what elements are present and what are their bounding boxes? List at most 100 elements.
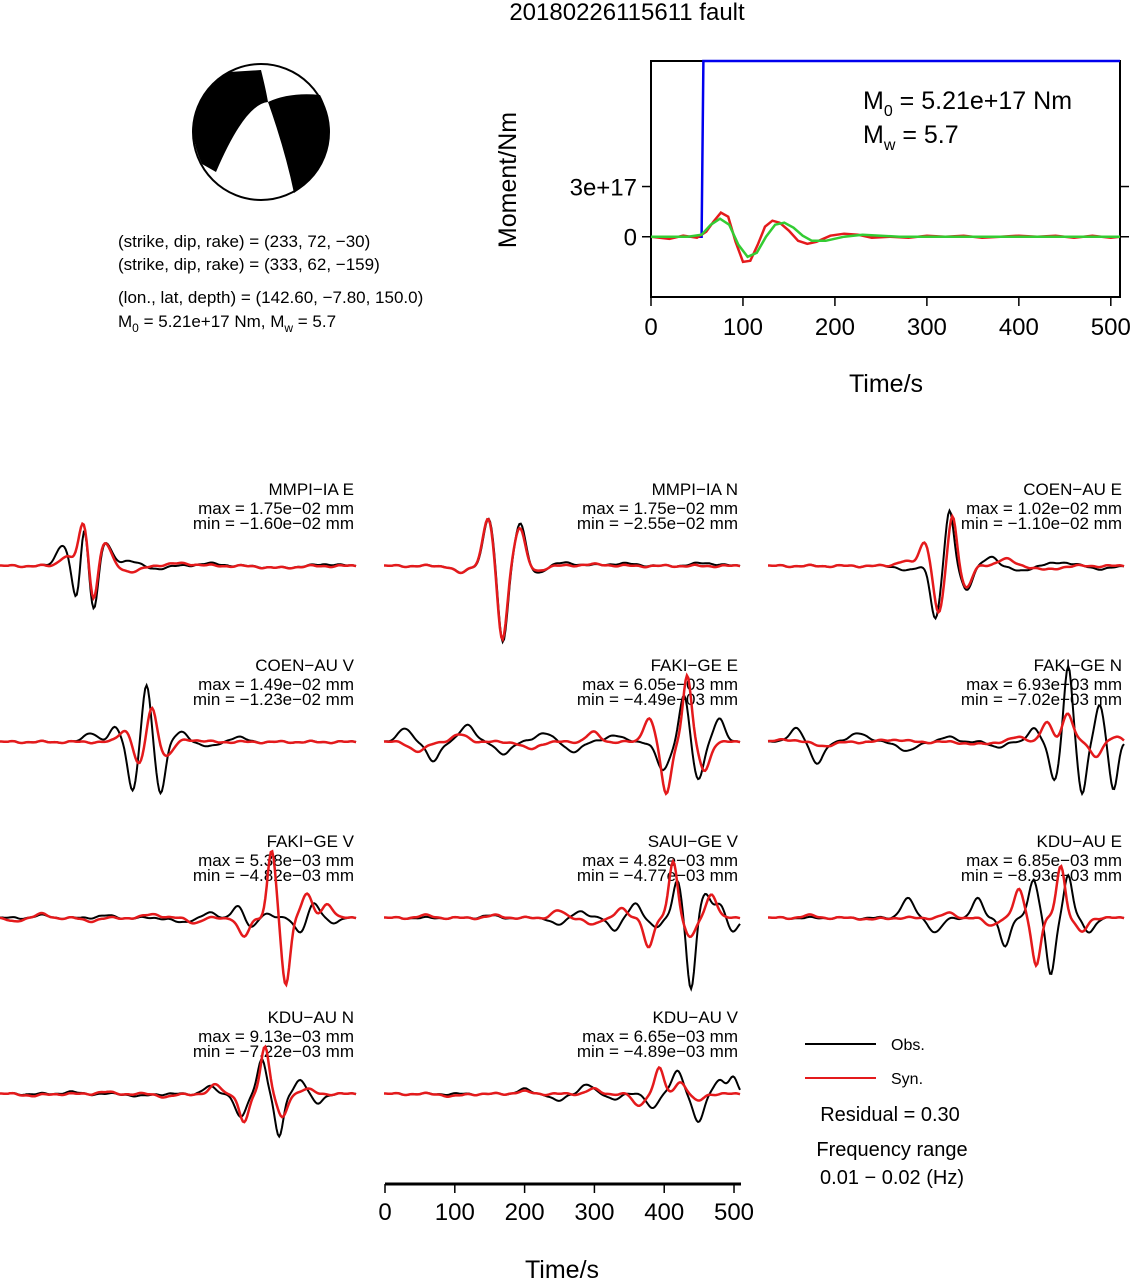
- waveform-x-label: Time/s: [525, 1256, 599, 1281]
- residual-label: Residual = 0.30: [820, 1104, 960, 1126]
- moment-annotation-m0: M0 = 5.21e+17 Nm: [863, 87, 1072, 120]
- station-label: MMPI−IA N: [652, 480, 738, 499]
- min-amplitude: min = −1.60e−02 mm: [193, 514, 354, 533]
- station-label: KDU−AU E: [1037, 832, 1123, 851]
- observed-trace: [384, 517, 741, 645]
- min-amplitude: min = −4.49e−03 mm: [577, 690, 738, 709]
- mechanism-info: (strike, dip, rake) = (233, 72, −30) (st…: [118, 232, 423, 335]
- moment-series: [650, 59, 1121, 264]
- moment-x-tick-label: 100: [723, 314, 763, 341]
- moment-x-label: Time/s: [849, 370, 923, 398]
- beach-ball-icon: [192, 63, 330, 201]
- min-amplitude: min = −2.55e−02 mm: [577, 514, 738, 533]
- min-amplitude: min = −8.93e−03 mm: [961, 866, 1122, 885]
- strike-dip-rake-2: (strike, dip, rake) = (333, 62, −159): [118, 255, 380, 274]
- max-amplitude: max = 1.75e−02 mm: [198, 499, 354, 518]
- strike-dip-rake-1: (strike, dip, rake) = (233, 72, −30): [118, 232, 370, 251]
- station-label: COEN−AU V: [255, 656, 354, 675]
- min-amplitude: min = −4.89e−03 mm: [577, 1042, 738, 1061]
- moment-y-tick-label: 0: [624, 225, 637, 252]
- min-amplitude: min = −1.10e−02 mm: [961, 514, 1122, 533]
- min-amplitude: min = −4.82e−03 mm: [193, 866, 354, 885]
- moment-x-tick-label: 200: [815, 314, 855, 341]
- observed-trace: [384, 1069, 741, 1124]
- max-amplitude: max = 6.85e−03 mm: [966, 851, 1122, 870]
- max-amplitude: max = 1.49e−02 mm: [198, 675, 354, 694]
- legend: Obs. Syn. Residual = 0.30 Frequency rang…: [805, 1037, 968, 1189]
- station-label: FAKI−GE N: [1034, 656, 1122, 675]
- max-amplitude: max = 6.05e−03 mm: [582, 675, 738, 694]
- frequency-title: Frequency range: [816, 1139, 967, 1161]
- synthetic-trace: [0, 521, 357, 602]
- moment-x-tick-label: 300: [907, 314, 947, 341]
- synthetic-trace: [767, 712, 1125, 759]
- moment-series-line-2: [651, 217, 1120, 259]
- station-label: MMPI−IA E: [269, 480, 355, 499]
- moment-annotation-mw: Mw = 5.7: [863, 121, 959, 154]
- moment-y-label: Moment/Nm: [494, 112, 522, 248]
- min-amplitude: min = −7.02e−03 mm: [961, 690, 1122, 709]
- max-amplitude: max = 5.38e−03 mm: [198, 851, 354, 870]
- waveform-x-tick-label: 500: [714, 1199, 754, 1226]
- station-label: KDU−AU V: [653, 1008, 739, 1027]
- synthetic-trace: [768, 864, 1125, 969]
- observed-trace: [383, 693, 741, 781]
- synthetic-trace: [0, 1044, 357, 1124]
- waveform-x-tick-label: 400: [644, 1199, 684, 1226]
- station-label: KDU−AU N: [268, 1008, 354, 1027]
- legend-obs-label: Obs.: [891, 1037, 925, 1054]
- frequency-value: 0.01 − 0.02 (Hz): [820, 1167, 964, 1189]
- max-amplitude: max = 6.93e−03 mm: [966, 675, 1122, 694]
- synthetic-trace: [0, 706, 357, 765]
- max-amplitude: max = 1.75e−02 mm: [582, 499, 738, 518]
- observed-trace: [0, 530, 357, 611]
- moment-y-tick-label: 3e+17: [570, 175, 637, 202]
- waveform-x-tick-label: 300: [574, 1199, 614, 1226]
- waveform-x-tick-label: 200: [505, 1199, 545, 1226]
- waveform-time-axis: 0 100 200 300 400 500: [378, 1182, 754, 1226]
- station-label: FAKI−GE E: [651, 656, 738, 675]
- moment-axes: 0 100 200 300 400 500 0 3e+17: [570, 175, 1131, 341]
- station-label: FAKI−GE V: [267, 832, 355, 851]
- figure-title: 20180226115611 fault: [509, 0, 745, 26]
- location-depth: (lon., lat, depth) = (142.60, −7.80, 150…: [118, 288, 423, 307]
- synthetic-trace: [384, 1065, 741, 1107]
- observed-trace: [768, 662, 1125, 797]
- synthetic-trace: [0, 849, 357, 988]
- max-amplitude: max = 6.65e−03 mm: [582, 1027, 738, 1046]
- legend-syn-label: Syn.: [891, 1071, 923, 1088]
- moment-magnitude: M0 = 5.21e+17 Nm, Mw = 5.7: [118, 312, 336, 335]
- observed-trace: [768, 873, 1125, 976]
- station-label: COEN−AU E: [1023, 480, 1122, 499]
- waveform-x-tick-label: 100: [435, 1199, 475, 1226]
- max-amplitude: max = 1.02e−02 mm: [966, 499, 1122, 518]
- min-amplitude: min = −1.23e−02 mm: [193, 690, 354, 709]
- max-amplitude: max = 9.13e−03 mm: [198, 1027, 354, 1046]
- moment-x-tick-label: 0: [644, 314, 657, 341]
- observed-trace: [0, 1058, 357, 1139]
- station-label: SAUI−GE V: [648, 832, 739, 851]
- max-amplitude: max = 4.82e−03 mm: [582, 851, 738, 870]
- waveform-x-tick-label: 0: [378, 1199, 391, 1226]
- synthetic-trace: [768, 513, 1125, 615]
- synthetic-trace: [384, 517, 741, 643]
- synthetic-trace: [384, 858, 741, 949]
- min-amplitude: min = −7.22e−03 mm: [193, 1042, 354, 1061]
- moment-x-tick-label: 500: [1091, 314, 1131, 341]
- synthetic-trace: [384, 672, 741, 796]
- min-amplitude: min = −4.77e−03 mm: [577, 866, 738, 885]
